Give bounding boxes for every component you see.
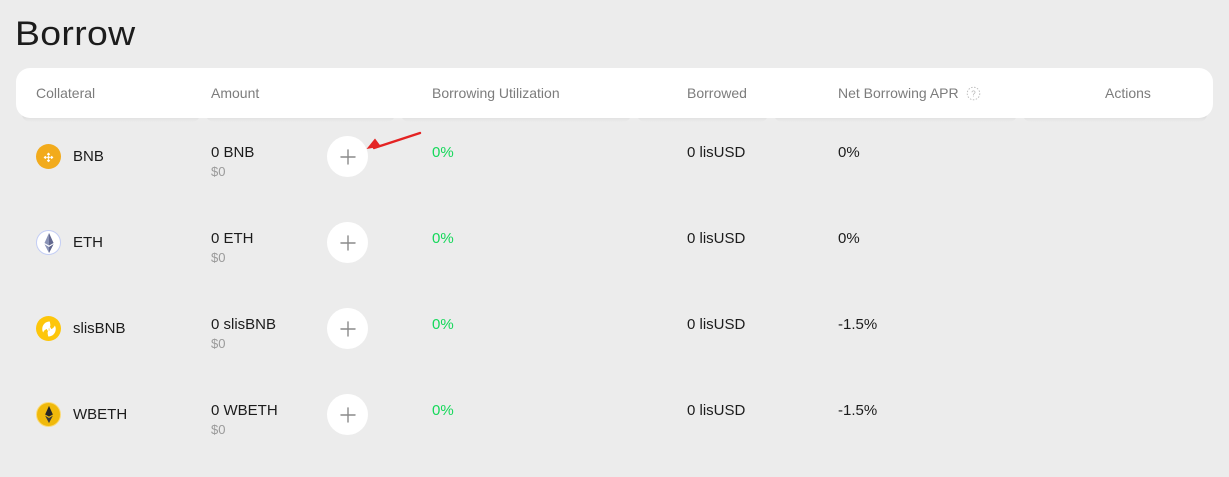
svg-text:?: ? bbox=[971, 89, 976, 98]
